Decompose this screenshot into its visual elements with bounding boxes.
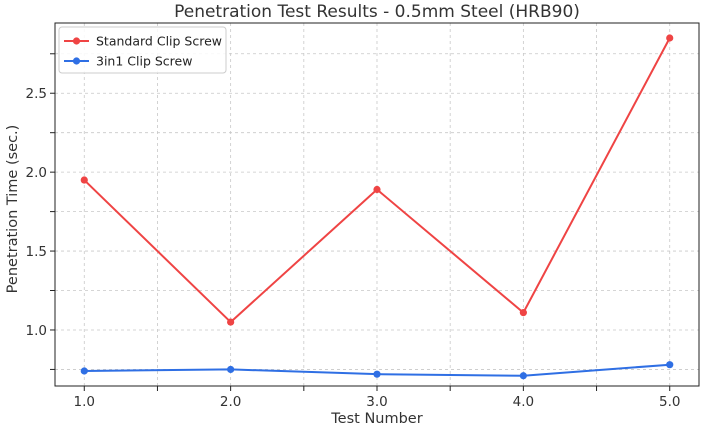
legend-item-standard-clip-screw: Standard Clip Screw — [64, 34, 222, 49]
data-point — [373, 370, 381, 378]
x-tick-label: 3.0 — [366, 394, 387, 410]
data-point — [80, 367, 88, 375]
series-0 — [80, 34, 674, 326]
chart-title: Penetration Test Results - 0.5mm Steel (… — [174, 2, 580, 22]
x-tick-label: 2.0 — [220, 394, 241, 410]
x-tick-label: 5.0 — [659, 394, 680, 410]
legend-label: Standard Clip Screw — [96, 34, 222, 49]
y-tick-label: 2.0 — [26, 165, 47, 181]
data-point — [373, 185, 381, 194]
y-axis-label: Penetration Time (sec.) — [5, 125, 21, 294]
x-axis-label: Test Number — [330, 411, 422, 425]
data-point — [227, 365, 235, 374]
legend-box — [58, 26, 227, 74]
series-1 — [80, 361, 674, 380]
y-tick-label: 1.5 — [26, 244, 47, 260]
data-point — [666, 34, 674, 42]
x-tick-label: 4.0 — [513, 394, 534, 410]
legend-item-3in1-clip-screw: 3in1 Clip Screw — [64, 54, 192, 69]
legend: Standard Clip Screw 3in1 Clip Screw — [58, 26, 227, 74]
legend-marker — [72, 57, 81, 65]
axis-ticks: 1.0 2.0 3.0 4.0 5.0 1.0 1.5 2.0 2.5 — [26, 53, 680, 410]
data-point — [80, 176, 88, 184]
legend-label: 3in1 Clip Screw — [96, 54, 192, 69]
series-layer — [80, 34, 674, 380]
data-point — [227, 318, 235, 326]
grid — [55, 23, 699, 386]
data-point — [666, 361, 674, 369]
y-tick-label: 1.0 — [26, 323, 47, 339]
y-tick-label: 2.5 — [26, 86, 47, 102]
data-point — [519, 309, 527, 317]
x-tick-label: 1.0 — [74, 394, 95, 410]
legend-marker — [72, 37, 81, 45]
data-point — [519, 372, 527, 380]
